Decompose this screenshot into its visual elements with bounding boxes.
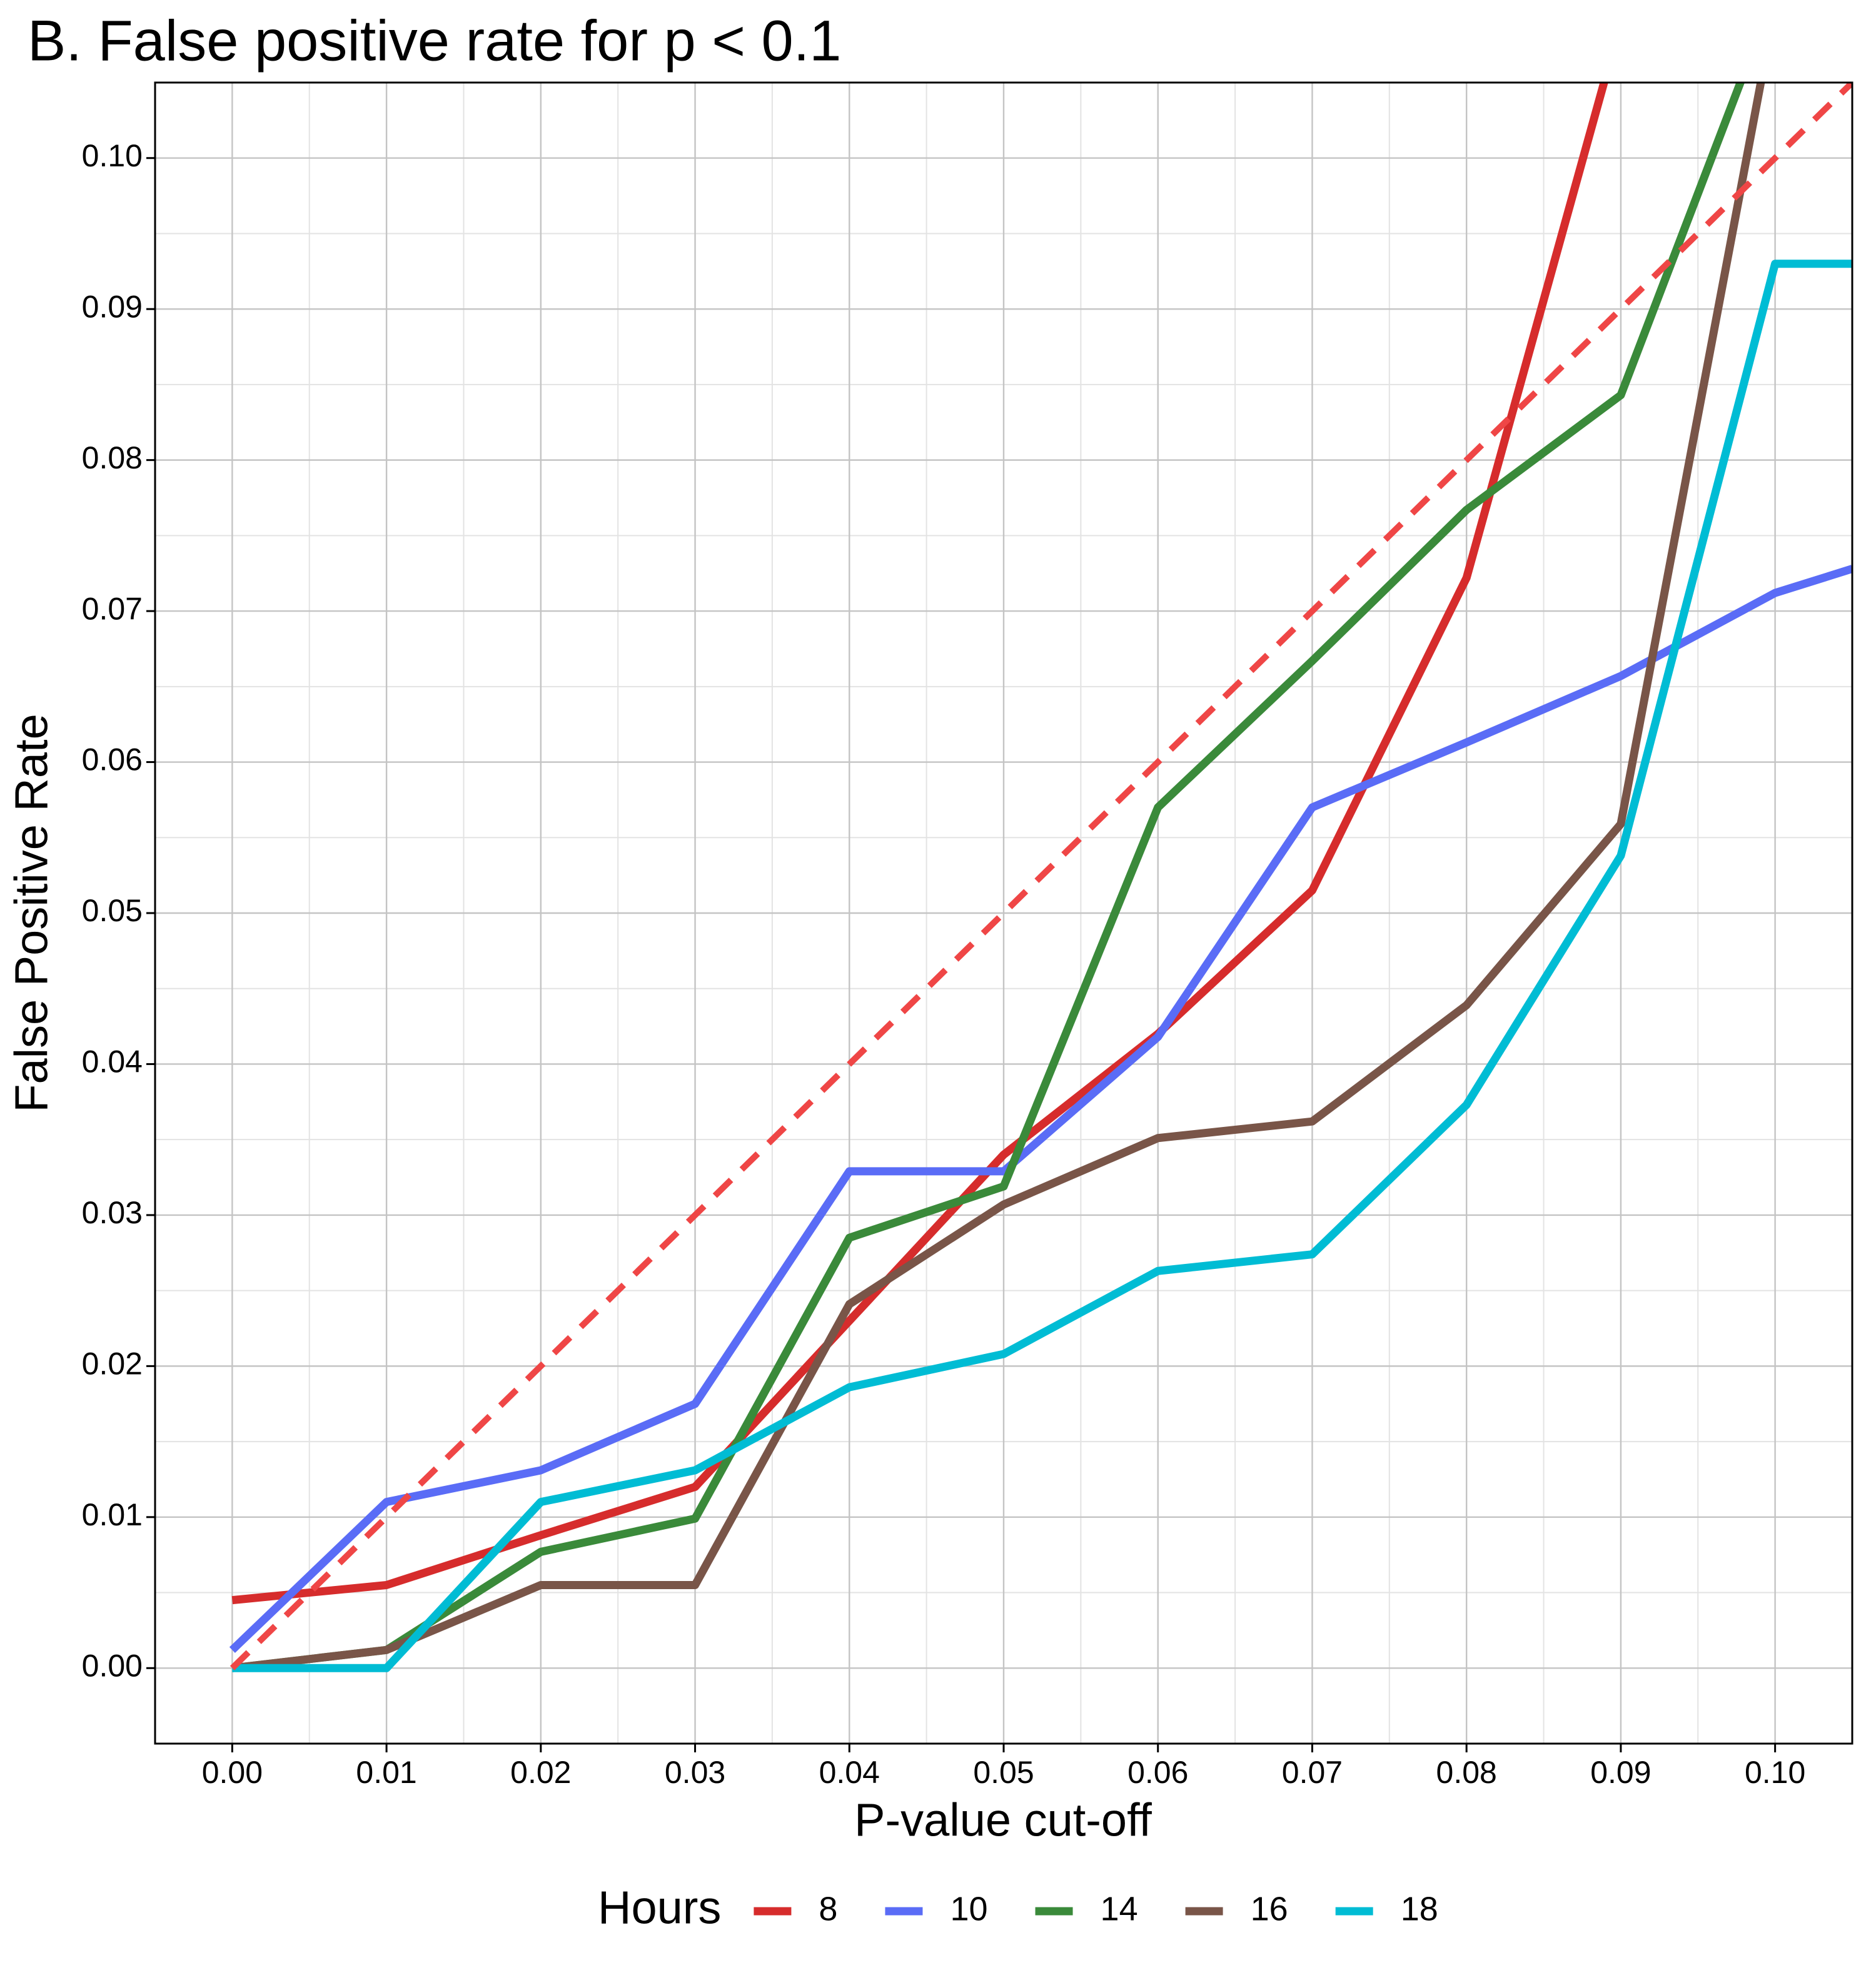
y-tick-label: 0.03 — [82, 1195, 143, 1230]
x-tick-label: 0.10 — [1745, 1755, 1805, 1790]
reference-line — [229, 83, 1852, 1670]
legend-label: 18 — [1401, 1890, 1438, 1927]
series-line — [229, 565, 1852, 1653]
series-line — [231, 83, 1765, 1672]
x-tick-label: 0.02 — [510, 1755, 571, 1790]
y-tick-label: 0.00 — [82, 1648, 143, 1683]
legend-label: 10 — [950, 1890, 987, 1927]
y-tick-label: 0.02 — [82, 1346, 143, 1382]
x-tick-label: 0.08 — [1436, 1755, 1497, 1790]
axes: 0.00 0.01 0.02 0.03 0.04 0.05 0.06 0.07 0.08 0.09… — [82, 138, 1806, 1790]
x-tick-label: 0.04 — [819, 1755, 880, 1790]
legend-label: 16 — [1251, 1890, 1288, 1927]
x-tick-label: 0.03 — [665, 1755, 725, 1790]
y-axis-title: False Positive Rate — [6, 714, 58, 1113]
legend-label: 8 — [819, 1890, 837, 1927]
x-tick-label: 0.09 — [1590, 1755, 1651, 1790]
x-tick-label: 0.00 — [202, 1755, 263, 1790]
x-tick-label: 0.07 — [1282, 1755, 1343, 1790]
legend-label: 14 — [1101, 1890, 1138, 1927]
y-tick-label: 0.10 — [82, 138, 143, 173]
y-tick-label: 0.06 — [82, 742, 143, 777]
series-line — [231, 83, 1608, 1605]
legend: Hours 8 10 14 16 18 — [598, 1882, 1438, 1934]
y-tick-label: 0.05 — [82, 893, 143, 928]
x-tick-label: 0.01 — [356, 1755, 416, 1790]
series-line — [231, 83, 1745, 1672]
plot-area — [229, 83, 1852, 1672]
series-line — [232, 260, 1852, 1672]
legend-title: Hours — [598, 1882, 721, 1934]
x-tick-label: 0.05 — [973, 1755, 1034, 1790]
y-tick-label: 0.08 — [82, 440, 143, 475]
y-tick-label: 0.01 — [82, 1497, 143, 1532]
x-tick-label: 0.06 — [1127, 1755, 1188, 1790]
y-tick-label: 0.09 — [82, 289, 143, 324]
y-tick-label: 0.04 — [82, 1044, 143, 1079]
y-tick-label: 0.07 — [82, 591, 143, 626]
x-axis-title: P-value cut-off — [854, 1794, 1152, 1846]
chart-title: B. False positive rate for p < 0.1 — [28, 9, 841, 73]
